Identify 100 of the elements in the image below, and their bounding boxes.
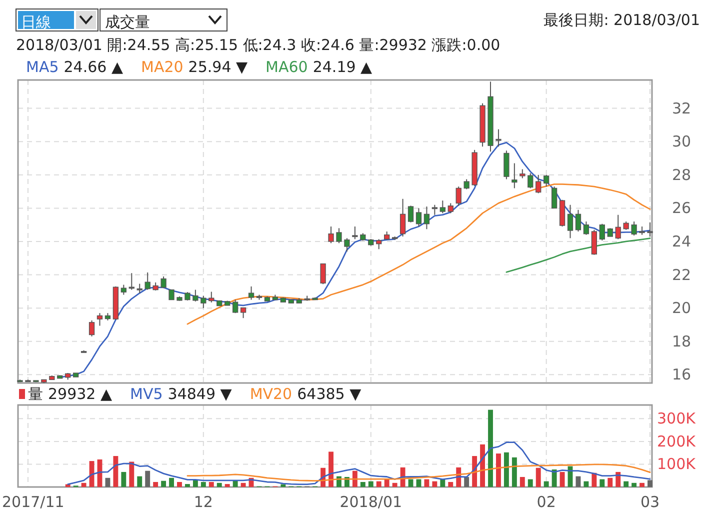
bar xyxy=(624,481,629,487)
x-tick-label: 2018/01 xyxy=(340,493,402,511)
bar xyxy=(520,476,525,487)
candlestick xyxy=(504,150,510,180)
candlestick xyxy=(631,221,637,236)
candlestick xyxy=(344,238,350,252)
candlestick xyxy=(120,284,126,296)
bar xyxy=(512,457,517,487)
candlestick xyxy=(200,295,206,309)
candlestick xyxy=(599,223,605,241)
candlestick xyxy=(615,214,621,240)
chart-title: 最後日期: 2018/03/01 xyxy=(544,11,700,29)
text: MV20 xyxy=(250,385,292,403)
bar xyxy=(560,472,565,487)
text: 24.66 ▲ xyxy=(64,58,124,76)
candlestick xyxy=(240,307,246,319)
bar xyxy=(360,482,366,487)
bar xyxy=(536,468,541,487)
candlestick xyxy=(567,204,574,239)
candlestick xyxy=(144,272,150,290)
candlestick xyxy=(591,229,597,256)
bar xyxy=(376,481,382,487)
candlestick xyxy=(464,178,470,190)
bar xyxy=(384,479,390,487)
bar xyxy=(448,482,454,487)
bar xyxy=(608,478,613,487)
candlestick xyxy=(583,221,590,236)
bar xyxy=(584,481,589,487)
candlestick xyxy=(544,174,550,188)
bar xyxy=(480,444,486,487)
text: MA5 xyxy=(26,58,59,76)
y-tick-label: 20 xyxy=(672,299,692,318)
y-tick-label: 30 xyxy=(672,132,692,151)
bar xyxy=(592,472,597,487)
bar xyxy=(129,462,134,487)
candlestick xyxy=(448,202,454,214)
bar xyxy=(432,481,438,487)
candlestick xyxy=(424,206,430,230)
y-tick-label: 28 xyxy=(672,166,692,184)
y-tick-label: 16 xyxy=(672,366,692,384)
bar xyxy=(200,482,206,487)
y-tick-label: 32 xyxy=(672,99,692,118)
candlestick xyxy=(528,172,534,189)
bar xyxy=(488,410,493,487)
bar xyxy=(392,482,398,487)
bar xyxy=(169,478,174,487)
candlestick xyxy=(440,200,446,214)
y-tick-label: 22 xyxy=(672,266,692,284)
bar xyxy=(224,484,230,487)
candlestick xyxy=(575,209,582,232)
candlestick xyxy=(192,289,198,302)
y-tick-label: 18 xyxy=(672,332,692,350)
bar xyxy=(328,452,334,487)
bar xyxy=(145,470,150,487)
text: 64385 ▼ xyxy=(297,385,362,403)
candlestick xyxy=(416,208,422,228)
bar xyxy=(464,476,470,487)
bar xyxy=(113,456,118,487)
text: 日線 xyxy=(21,13,51,31)
candlestick xyxy=(551,186,558,209)
candlestick xyxy=(232,299,238,314)
chart-subtitle: 2018/03/01 開:24.55 高:25.15 低:24.3 收:24.6 量:29932 漲跌:0.00 xyxy=(16,36,500,54)
y-tick-label: 26 xyxy=(672,199,692,218)
candlestick xyxy=(456,186,462,206)
bar xyxy=(632,482,637,487)
bar xyxy=(504,452,509,487)
x-tick-label: 12 xyxy=(194,493,213,511)
candlestick xyxy=(136,283,142,294)
candlestick xyxy=(400,198,406,237)
candlestick xyxy=(248,286,254,300)
candlestick xyxy=(496,128,502,148)
y-tick-label: 300K xyxy=(657,410,697,428)
bar xyxy=(344,476,350,487)
candlestick xyxy=(536,174,542,194)
text: 29932 ▲ xyxy=(48,385,112,403)
bar xyxy=(424,479,430,487)
bar xyxy=(81,482,86,487)
candlestick xyxy=(376,238,382,250)
candlestick xyxy=(328,226,334,244)
bar xyxy=(208,482,214,487)
bar xyxy=(280,484,286,487)
text: MA60 xyxy=(266,58,308,76)
candlestick xyxy=(168,289,174,300)
text: 24.19 ▲ xyxy=(312,58,373,76)
bar xyxy=(216,482,222,487)
bar xyxy=(105,478,110,487)
bar xyxy=(552,469,557,487)
bar xyxy=(352,470,358,487)
text: 34849 ▼ xyxy=(168,385,232,403)
y-tick-label: 100K xyxy=(657,455,697,474)
bar xyxy=(153,482,158,487)
text: 成交量 xyxy=(105,13,150,31)
bar xyxy=(232,480,238,487)
bar xyxy=(240,482,246,487)
text: 25.94 ▼ xyxy=(188,58,248,76)
candlestick xyxy=(647,222,653,237)
candlestick xyxy=(320,263,326,285)
bar xyxy=(440,479,446,487)
text: MV5 xyxy=(130,385,163,403)
bar xyxy=(177,482,182,487)
